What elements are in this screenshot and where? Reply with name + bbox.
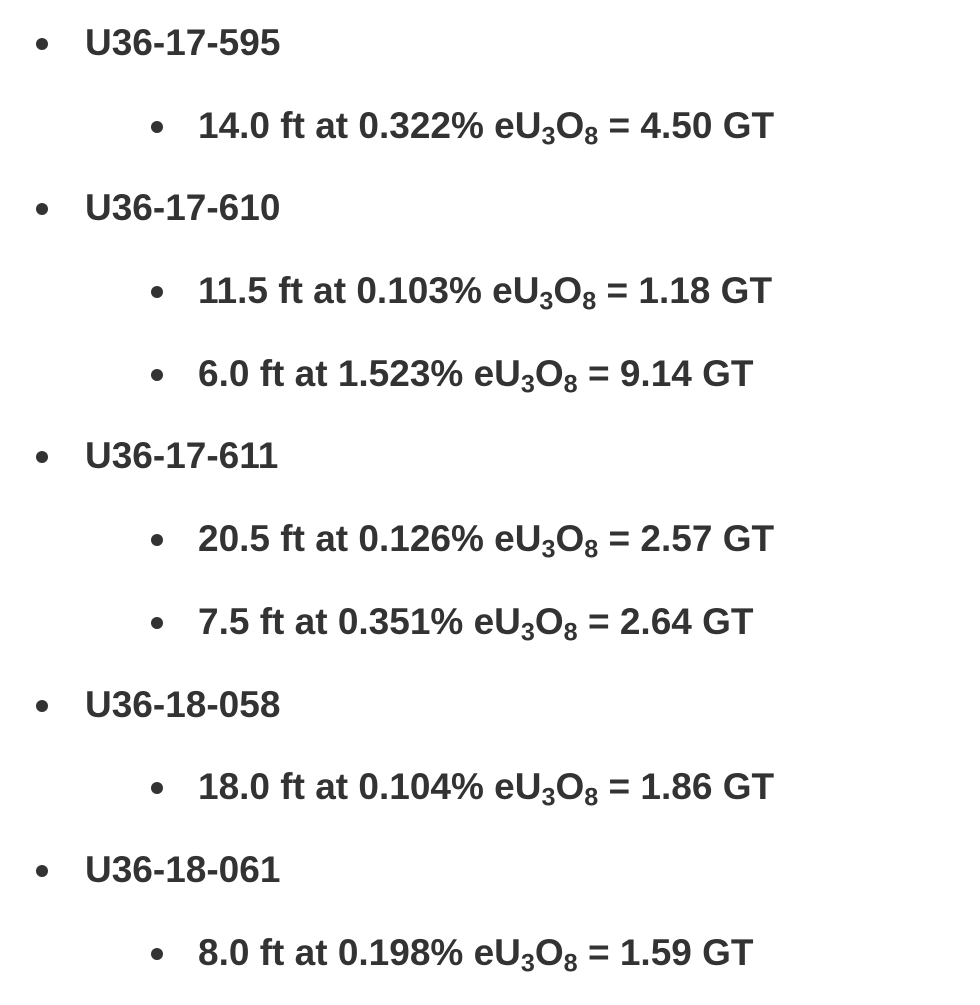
assay-interval-item: 6.0 ft at 1.523% eU3O8 = 9.14 GT bbox=[0, 333, 774, 416]
bullet-icon bbox=[36, 451, 48, 464]
assay-interval-item: 8.0 ft at 0.198% eU3O8 = 1.59 GT bbox=[0, 912, 774, 995]
interval-text: 7.5 ft at 0.351% eU3O8 = 2.64 GT bbox=[198, 600, 754, 645]
assay-interval-item: 14.0 ft at 0.322% eU3O8 = 4.50 GT bbox=[0, 85, 774, 168]
drill-hole-item: U36-18-061 bbox=[0, 829, 774, 912]
interval-mid: O bbox=[555, 518, 585, 560]
interval-mid: O bbox=[553, 270, 583, 312]
subscript: 3 bbox=[520, 370, 535, 399]
bullet-icon bbox=[151, 616, 163, 629]
drill-hole-item: U36-18-058 bbox=[0, 664, 774, 747]
interval-text: 6.0 ft at 1.523% eU3O8 = 9.14 GT bbox=[198, 352, 754, 397]
interval-mid: O bbox=[555, 104, 585, 146]
subscript: 8 bbox=[563, 618, 578, 647]
interval-mid: O bbox=[555, 766, 585, 808]
bullet-icon bbox=[36, 864, 48, 877]
interval-text: 20.5 ft at 0.126% eU3O8 = 2.57 GT bbox=[198, 518, 775, 562]
subscript: 3 bbox=[541, 535, 556, 564]
subscript: 8 bbox=[582, 287, 597, 316]
subscript: 3 bbox=[539, 287, 554, 316]
subscript: 3 bbox=[520, 618, 535, 647]
interval-mid: O bbox=[534, 931, 564, 973]
interval-mid: O bbox=[534, 352, 564, 394]
drill-hole-id: U36-17-611 bbox=[85, 435, 279, 477]
drill-hole-item: U36-17-610 bbox=[0, 167, 774, 250]
bullet-icon bbox=[151, 286, 163, 299]
assay-interval-item: 18.0 ft at 0.104% eU3O8 = 1.86 GT bbox=[0, 746, 774, 829]
assay-interval-item: 11.5 ft at 0.103% eU3O8 = 1.18 GT bbox=[0, 250, 774, 333]
interval-gt: = 2.57 GT bbox=[598, 518, 775, 560]
subscript: 8 bbox=[563, 948, 578, 977]
drill-hole-list: U36-17-595 14.0 ft at 0.322% eU3O8 = 4.50… bbox=[0, 2, 774, 994]
interval-gt: = 1.59 GT bbox=[577, 931, 754, 973]
interval-lead: 6.0 ft at 1.523% eU bbox=[198, 352, 521, 394]
drill-hole-id: U36-17-610 bbox=[85, 187, 281, 229]
interval-gt: = 4.50 GT bbox=[598, 104, 775, 146]
interval-lead: 18.0 ft at 0.104% eU bbox=[198, 766, 542, 808]
bullet-icon bbox=[151, 368, 163, 381]
bullet-icon bbox=[151, 534, 163, 547]
subscript: 8 bbox=[563, 370, 578, 399]
drill-hole-item: U36-17-595 bbox=[0, 2, 774, 85]
subscript: 8 bbox=[584, 535, 599, 564]
bullet-icon bbox=[151, 947, 163, 960]
drill-hole-id: U36-18-061 bbox=[85, 848, 281, 890]
drill-hole-id: U36-18-058 bbox=[85, 683, 281, 725]
bullet-icon bbox=[36, 699, 48, 712]
interval-lead: 7.5 ft at 0.351% eU bbox=[198, 600, 521, 642]
subscript: 3 bbox=[541, 783, 556, 812]
subscript: 3 bbox=[520, 948, 535, 977]
interval-lead: 14.0 ft at 0.322% eU bbox=[198, 104, 542, 146]
interval-gt: = 9.14 GT bbox=[577, 352, 754, 394]
drill-hole-item: U36-17-611 bbox=[0, 415, 774, 498]
bullet-icon bbox=[151, 120, 163, 133]
assay-interval-item: 7.5 ft at 0.351% eU3O8 = 2.64 GT bbox=[0, 581, 774, 664]
subscript: 3 bbox=[541, 121, 556, 150]
bullet-icon bbox=[151, 782, 163, 795]
interval-lead: 20.5 ft at 0.126% eU bbox=[198, 518, 542, 560]
subscript: 8 bbox=[584, 121, 599, 150]
interval-mid: O bbox=[534, 600, 564, 642]
drill-hole-id: U36-17-595 bbox=[85, 22, 281, 63]
interval-text: 18.0 ft at 0.104% eU3O8 = 1.86 GT bbox=[198, 766, 775, 810]
bullet-icon bbox=[36, 38, 48, 50]
interval-text: 14.0 ft at 0.322% eU3O8 = 4.50 GT bbox=[198, 104, 775, 149]
interval-gt: = 2.64 GT bbox=[577, 600, 754, 642]
bullet-icon bbox=[36, 203, 48, 216]
assay-interval-item: 20.5 ft at 0.126% eU3O8 = 2.57 GT bbox=[0, 498, 774, 581]
interval-lead: 11.5 ft at 0.103% eU bbox=[198, 270, 540, 312]
interval-gt: = 1.18 GT bbox=[596, 270, 773, 312]
interval-text: 11.5 ft at 0.103% eU3O8 = 1.18 GT bbox=[198, 270, 773, 314]
interval-gt: = 1.86 GT bbox=[598, 766, 775, 808]
interval-lead: 8.0 ft at 0.198% eU bbox=[198, 931, 521, 973]
interval-text: 8.0 ft at 0.198% eU3O8 = 1.59 GT bbox=[198, 931, 754, 976]
subscript: 8 bbox=[584, 783, 599, 812]
